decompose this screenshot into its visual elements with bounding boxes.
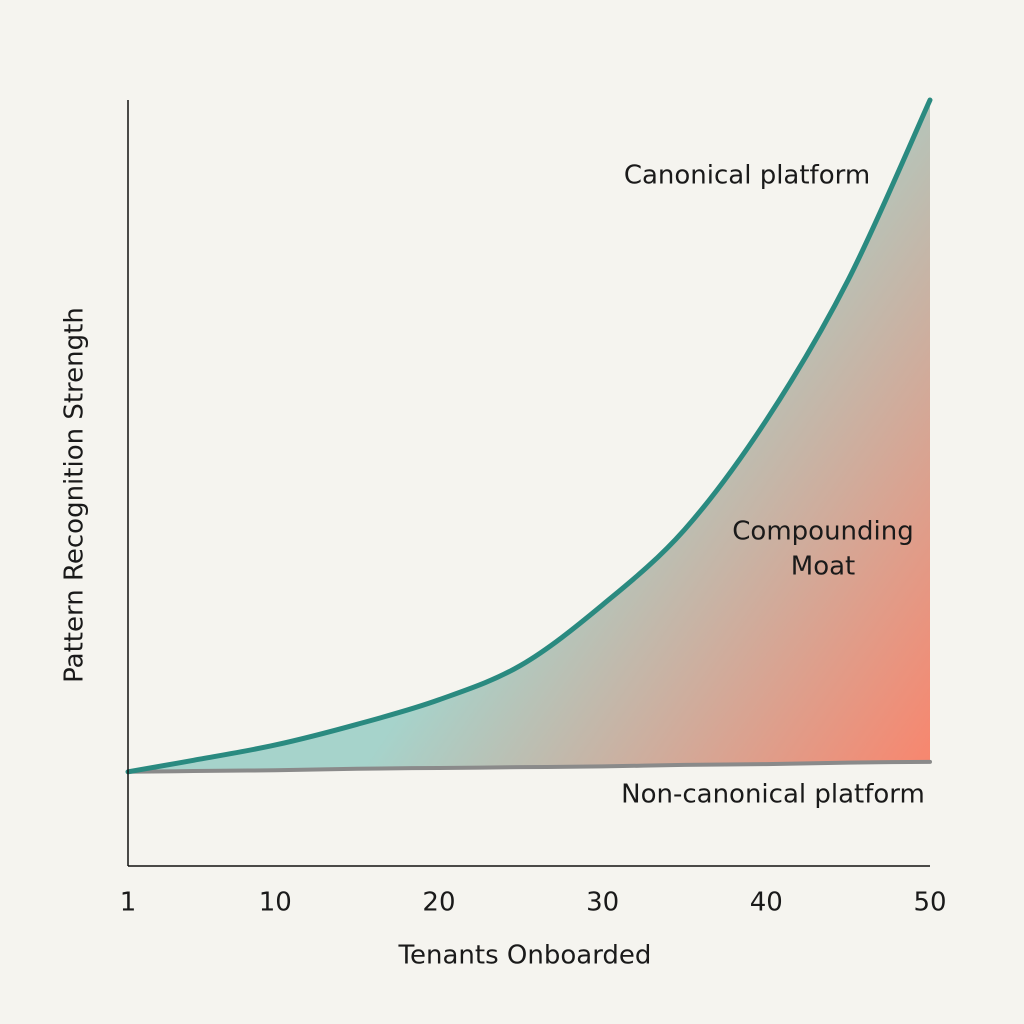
series-label: Canonical platform [624,161,870,191]
x-tick-label: 30 [586,888,619,918]
x-axis-label: Tenants Onboarded [398,941,652,971]
series-line [126,759,932,774]
series-label: Non-canonical platform [621,780,925,810]
y-axis-label: Pattern Recognition Strength [60,307,90,683]
annotation: Moat [791,552,855,582]
x-tick-label: 1 [120,888,137,918]
plot [125,97,933,775]
x-tick-label: 10 [259,888,292,918]
x-tick-label: 50 [913,888,946,918]
series-line [125,97,933,775]
x-tick-label: 40 [750,888,783,918]
annotation: Compounding [732,517,913,547]
moat-area [128,100,930,772]
x-tick-label: 20 [422,888,455,918]
